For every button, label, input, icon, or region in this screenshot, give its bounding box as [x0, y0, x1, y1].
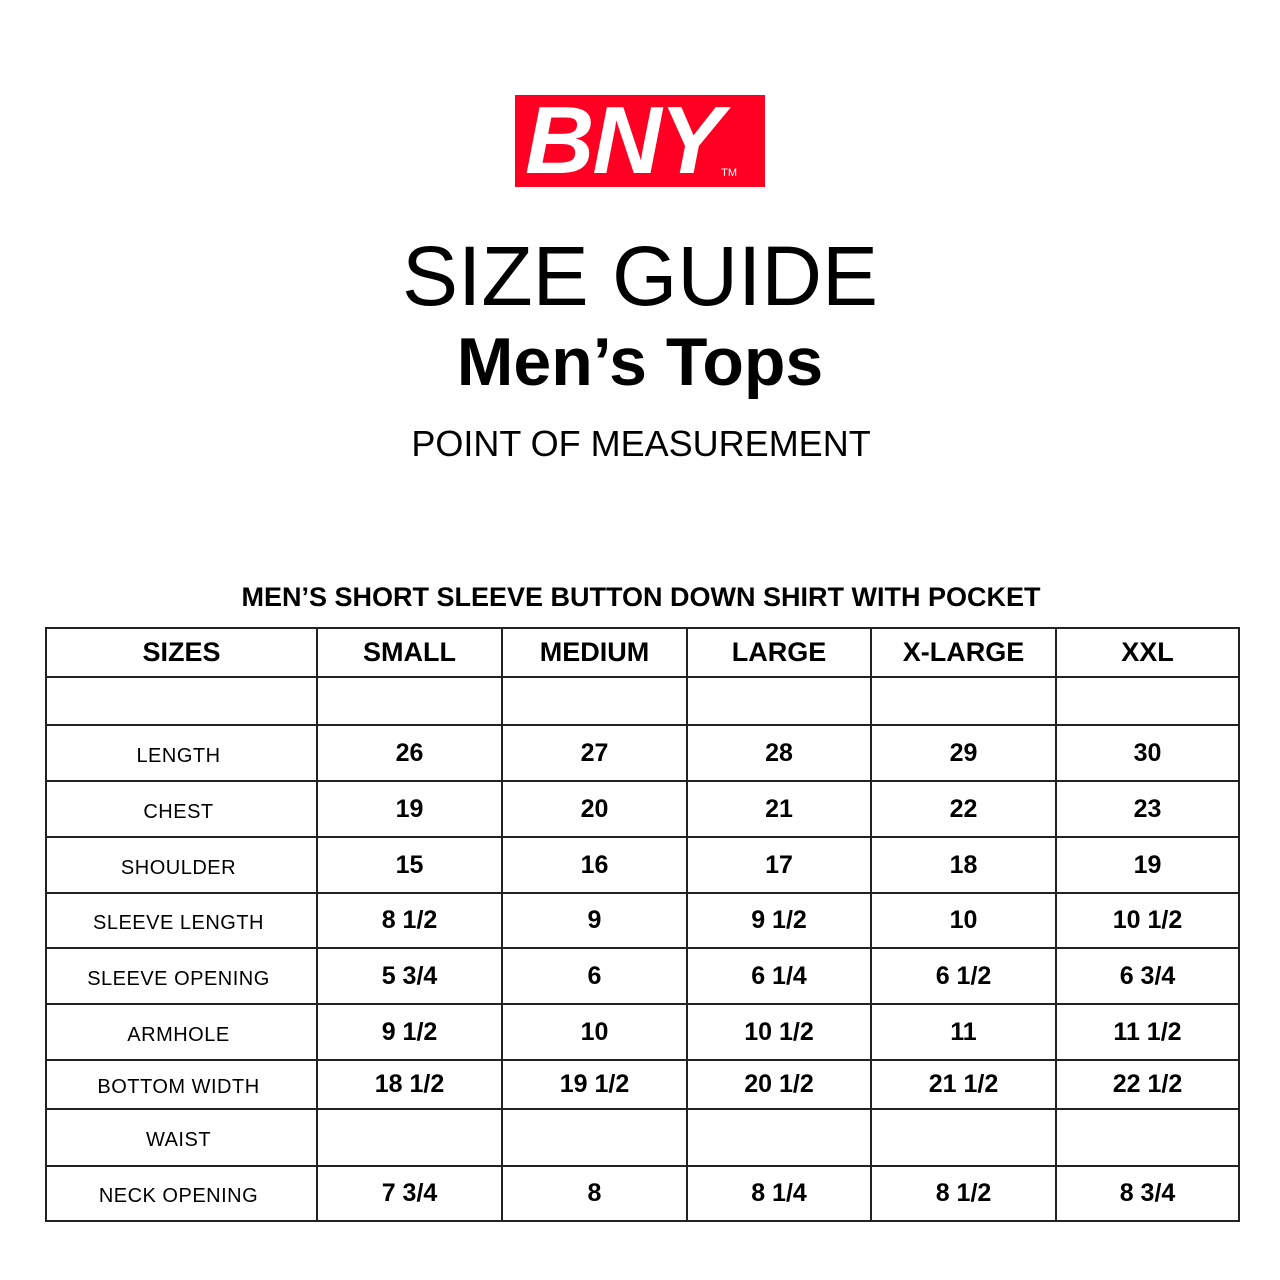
measurement-cell: 27 — [501, 724, 688, 782]
measurement-cell — [686, 676, 872, 726]
measurement-cell: 6 3/4 — [1055, 947, 1240, 1005]
column-header: XXL — [1055, 627, 1240, 678]
measurement-cell: 8 3/4 — [1055, 1165, 1240, 1222]
size-table: SIZES SMALL MEDIUM LARGE X-LARGE XXL LENGTH 26… — [45, 627, 1240, 1222]
row-label: WAIST — [45, 1108, 318, 1167]
measurement-cell: 19 1/2 — [501, 1059, 688, 1110]
measurement-cell: 9 — [501, 892, 688, 949]
table-row: LENGTH 26 27 28 29 30 — [45, 724, 1240, 782]
row-label: LENGTH — [45, 724, 318, 782]
measurement-cell: 10 — [870, 892, 1057, 949]
measurement-cell: 28 — [686, 724, 872, 782]
measurement-cell: 5 3/4 — [316, 947, 503, 1005]
measurement-cell: 20 1/2 — [686, 1059, 872, 1110]
measurement-cell: 6 1/2 — [870, 947, 1057, 1005]
measurement-cell: 15 — [316, 836, 503, 894]
column-header: X-LARGE — [870, 627, 1057, 678]
measurement-cell: 16 — [501, 836, 688, 894]
measurement-cell: 17 — [686, 836, 872, 894]
table-row: CHEST 19 20 21 22 23 — [45, 780, 1240, 838]
table-row: SHOULDER 15 16 17 18 19 — [45, 836, 1240, 894]
row-label: SLEEVE OPENING — [45, 947, 318, 1005]
table-row — [45, 676, 1240, 726]
measurement-cell: 21 1/2 — [870, 1059, 1057, 1110]
table-title: MEN’S SHORT SLEEVE BUTTON DOWN SHIRT WIT… — [241, 582, 1041, 612]
table-row: BOTTOM WIDTH 18 1/2 19 1/2 20 1/2 21 1/2 22 1… — [45, 1059, 1240, 1110]
measurement-cell: 20 — [501, 780, 688, 838]
measurement-cell — [686, 1108, 872, 1167]
measurement-cell: 19 — [1055, 836, 1240, 894]
row-label: SHOULDER — [45, 836, 318, 894]
page-subtitle: Men’s Tops — [456, 324, 824, 400]
measurement-cell: 22 1/2 — [1055, 1059, 1240, 1110]
measurement-cell: 8 1/4 — [686, 1165, 872, 1222]
measurement-cell: 10 1/2 — [1055, 892, 1240, 949]
measurement-cell: 8 — [501, 1165, 688, 1222]
table-row: ARMHOLE 9 1/2 10 10 1/2 11 11 1/2 — [45, 1003, 1240, 1061]
measurement-cell: 11 — [870, 1003, 1057, 1061]
measurement-cell: 19 — [316, 780, 503, 838]
measurement-cell — [870, 1108, 1057, 1167]
measurement-cell: 22 — [870, 780, 1057, 838]
measurement-cell: 8 1/2 — [316, 892, 503, 949]
measurement-cell — [316, 676, 503, 726]
measurement-cell: 6 — [501, 947, 688, 1005]
measurement-cell: 23 — [1055, 780, 1240, 838]
measurement-cell: 9 1/2 — [686, 892, 872, 949]
measurement-cell: 11 1/2 — [1055, 1003, 1240, 1061]
measurement-cell: 21 — [686, 780, 872, 838]
page-title: SIZE GUIDE — [401, 229, 879, 323]
measurement-cell: 9 1/2 — [316, 1003, 503, 1061]
measurement-cell: 7 3/4 — [316, 1165, 503, 1222]
table-row: WAIST — [45, 1108, 1240, 1167]
bny-logo: BNY TM — [515, 89, 765, 193]
measurement-cell — [870, 676, 1057, 726]
table-row: NECK OPENING 7 3/4 8 8 1/4 8 1/2 8 3/4 — [45, 1165, 1240, 1222]
table-row: SLEEVE LENGTH 8 1/2 9 9 1/2 10 10 1/2 — [45, 892, 1240, 949]
measurement-cell: 18 1/2 — [316, 1059, 503, 1110]
trademark: TM — [721, 167, 737, 179]
column-header: LARGE — [686, 627, 872, 678]
section-heading: POINT OF MEASUREMENT — [411, 423, 871, 464]
measurement-cell: 18 — [870, 836, 1057, 894]
column-header: SMALL — [316, 627, 503, 678]
measurement-cell: 8 1/2 — [870, 1165, 1057, 1222]
row-label: BOTTOM WIDTH — [45, 1059, 318, 1110]
row-label: NECK OPENING — [45, 1165, 318, 1222]
row-label: SLEEVE LENGTH — [45, 892, 318, 949]
table-row: SLEEVE OPENING 5 3/4 6 6 1/4 6 1/2 6 3/4 — [45, 947, 1240, 1005]
column-header: SIZES — [45, 627, 318, 678]
measurement-cell: 6 1/4 — [686, 947, 872, 1005]
measurement-cell — [501, 1108, 688, 1167]
measurement-cell: 26 — [316, 724, 503, 782]
column-header: MEDIUM — [501, 627, 688, 678]
measurement-cell — [1055, 1108, 1240, 1167]
header-row: SIZES SMALL MEDIUM LARGE X-LARGE XXL — [45, 627, 1240, 678]
row-label: ARMHOLE — [45, 1003, 318, 1061]
measurement-cell: 29 — [870, 724, 1057, 782]
measurement-cell — [501, 676, 688, 726]
row-label — [45, 676, 318, 726]
measurement-cell: 10 — [501, 1003, 688, 1061]
measurement-cell — [1055, 676, 1240, 726]
measurement-cell: 10 1/2 — [686, 1003, 872, 1061]
measurement-cell: 30 — [1055, 724, 1240, 782]
measurement-cell — [316, 1108, 503, 1167]
logo-text: BNY — [525, 87, 724, 194]
row-label: CHEST — [45, 780, 318, 838]
